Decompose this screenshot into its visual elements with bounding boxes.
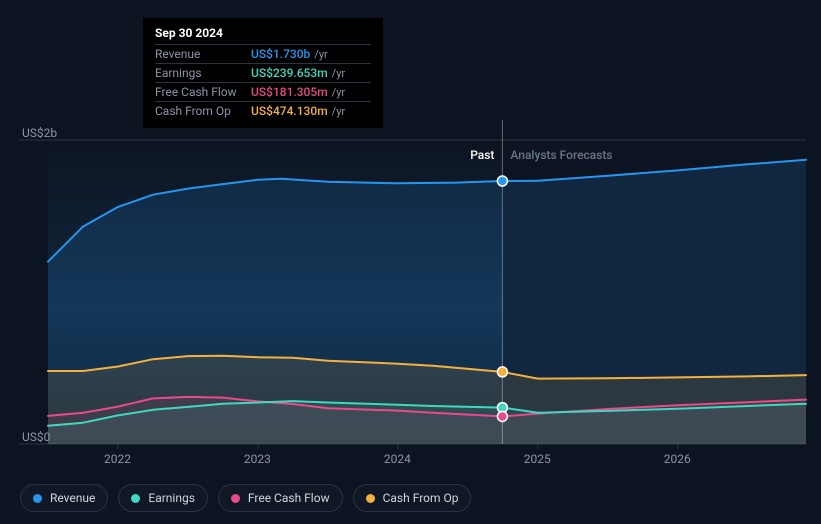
tooltip: Sep 30 2024 RevenueUS$1.730b/yrEarningsU… <box>143 18 383 128</box>
legend-swatch-icon <box>33 494 42 503</box>
tooltip-row-label: Cash From Op <box>155 104 251 118</box>
tooltip-row-unit: /yr <box>332 86 345 99</box>
tooltip-row-label: Free Cash Flow <box>155 85 251 99</box>
x-axis-tick-label: 2025 <box>524 452 551 466</box>
legend-item-revenue[interactable]: Revenue <box>20 484 108 512</box>
chart-svg[interactable] <box>0 0 821 524</box>
tooltip-row-unit: /yr <box>314 48 327 61</box>
tooltip-row-label: Revenue <box>155 47 251 61</box>
tooltip-row-label: Earnings <box>155 66 251 80</box>
legend-swatch-icon <box>366 494 375 503</box>
legend-item-label: Revenue <box>50 491 95 505</box>
x-axis-tick-label: 2026 <box>664 452 691 466</box>
tooltip-row-value: US$1.730b <box>251 47 310 61</box>
legend: Revenue Earnings Free Cash Flow Cash From O… <box>20 484 471 512</box>
legend-item-cash-from-op[interactable]: Cash From Op <box>353 484 472 512</box>
tooltip-row-value: US$181.305m <box>251 85 328 99</box>
tooltip-row-value: US$474.130m <box>251 104 328 118</box>
tooltip-row-value: US$239.653m <box>251 66 328 80</box>
past-region-label: Past <box>470 148 494 162</box>
legend-swatch-icon <box>131 494 140 503</box>
tooltip-row-unit: /yr <box>332 67 345 80</box>
forecast-region-label: Analysts Forecasts <box>510 148 612 162</box>
y-axis-tick-label: US$0 <box>22 430 50 444</box>
x-axis-tick-label: 2022 <box>104 452 131 466</box>
legend-item-label: Free Cash Flow <box>248 491 330 505</box>
x-axis-tick-label: 2023 <box>244 452 271 466</box>
chart-container <box>0 0 821 524</box>
legend-swatch-icon <box>231 494 240 503</box>
tooltip-row: RevenueUS$1.730b/yr <box>155 44 371 63</box>
legend-item-label: Cash From Op <box>383 491 459 505</box>
tooltip-row: Cash From OpUS$474.130m/yr <box>155 101 371 120</box>
tooltip-row: Free Cash FlowUS$181.305m/yr <box>155 82 371 101</box>
tooltip-row-unit: /yr <box>332 105 345 118</box>
tooltip-row: EarningsUS$239.653m/yr <box>155 63 371 82</box>
y-axis-tick-label: US$2b <box>22 126 57 140</box>
x-axis-tick-label: 2024 <box>384 452 411 466</box>
tooltip-date: Sep 30 2024 <box>155 26 371 44</box>
legend-item-label: Earnings <box>148 491 195 505</box>
legend-item-free-cash-flow[interactable]: Free Cash Flow <box>218 484 343 512</box>
legend-item-earnings[interactable]: Earnings <box>118 484 208 512</box>
